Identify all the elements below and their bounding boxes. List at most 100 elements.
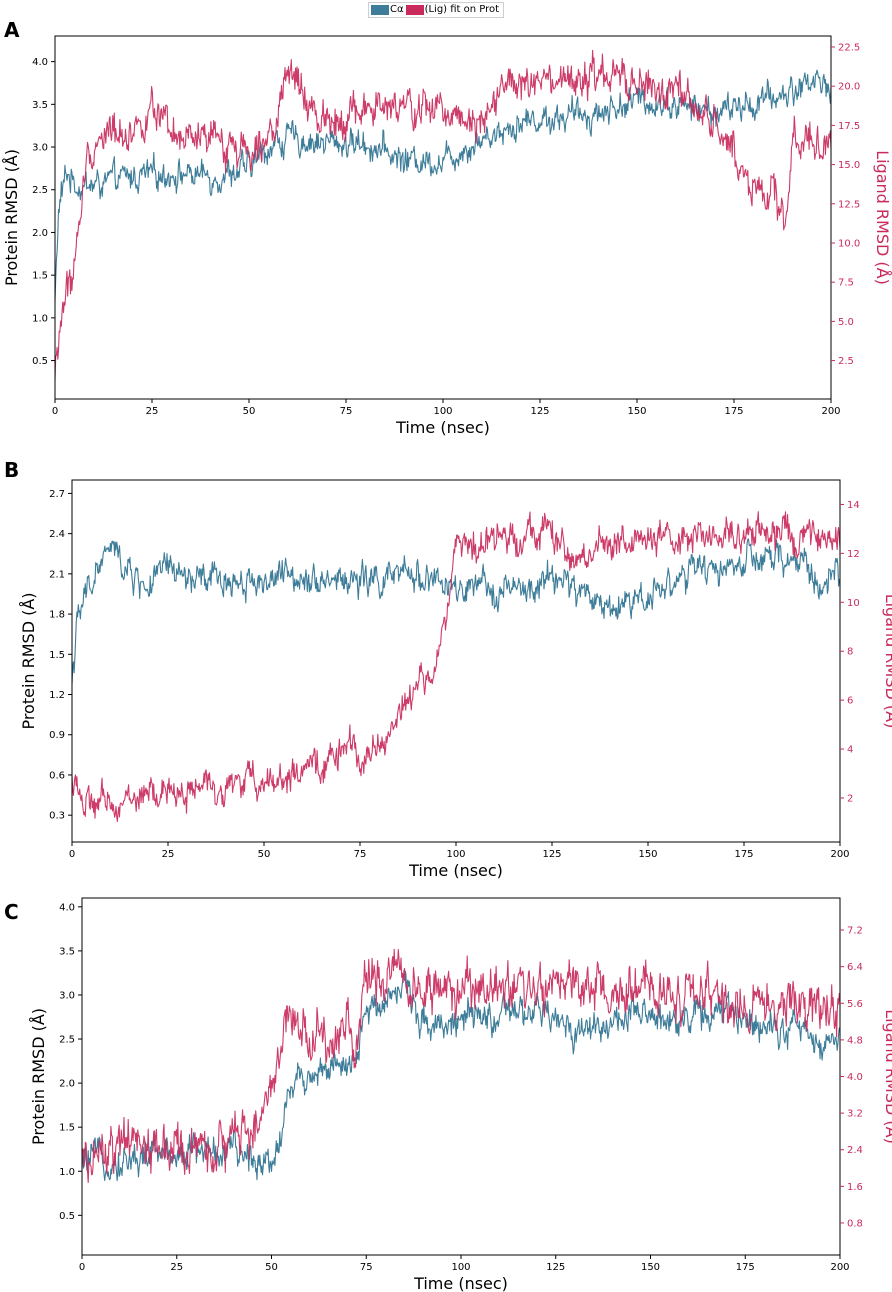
x-tick-label: 0 <box>69 849 75 860</box>
y-right-tick-label: 5.6 <box>847 999 863 1010</box>
y-left-tick-label: 1.5 <box>49 650 65 661</box>
panel-c: 0 25 50 75 100 125 150 175 200 0.5 1.0 1.5 2.0 2.5 3.0… <box>29 897 892 1292</box>
y-left-tick-label: 1.8 <box>49 610 65 621</box>
x-tick-label: 50 <box>243 406 256 417</box>
x-tick-label: 125 <box>542 849 561 860</box>
x-tick-label: 200 <box>821 406 840 417</box>
y-left-tick-label: 0.5 <box>59 1211 75 1222</box>
y-right-tick-label: 4.0 <box>847 1072 863 1083</box>
y-right-tick-label: 15.0 <box>838 160 860 171</box>
x-tick-label: 175 <box>734 849 753 860</box>
x-tick-label: 175 <box>736 1262 755 1273</box>
y-left-tick-label: 1.2 <box>49 690 65 701</box>
y-left-tick-label: 0.6 <box>49 770 65 781</box>
x-axis-label: Time (nsec) <box>408 861 503 880</box>
y-right-tick-label: 1.6 <box>847 1182 863 1193</box>
x-tick-label: 25 <box>170 1262 183 1273</box>
series-ligand <box>82 948 840 1184</box>
x-axis-label: Time (nsec) <box>413 1274 508 1292</box>
x-tick-label: 0 <box>52 406 58 417</box>
y-right-tick-label: 5.0 <box>838 317 854 328</box>
x-tick-label: 25 <box>146 406 159 417</box>
x-tick-label: 25 <box>162 849 175 860</box>
y-left-tick-label: 1.5 <box>32 271 48 282</box>
plot-frame <box>54 35 832 400</box>
y-right-tick-label: 6.4 <box>847 962 863 973</box>
y-left-tick-label: 1.5 <box>59 1123 75 1134</box>
x-tick-label: 75 <box>340 406 353 417</box>
y-right-tick-label: 4.8 <box>847 1035 863 1046</box>
y-right-axis-label: Ligand RMSD (Å) <box>882 594 892 729</box>
y-right-axis-label: Ligand RMSD (Å) <box>873 150 892 285</box>
y-left-tick-label: 3.0 <box>32 143 48 154</box>
panel-b: 0 25 50 75 100 125 150 175 200 0.3 0.6 0.9 1.2 1.5 1.8… <box>19 479 892 880</box>
y-left-tick-label: 0.3 <box>49 811 65 822</box>
x-tick-label: 150 <box>627 406 646 417</box>
x-tick-label: 75 <box>354 849 367 860</box>
y-right-tick-label: 2.5 <box>838 356 854 367</box>
panel-letter-b: B <box>4 458 20 482</box>
y-left-tick-label: 1.0 <box>32 313 48 324</box>
y-left-axis-label: Protein RMSD (Å) <box>19 592 38 729</box>
x-axis-label: Time (nsec) <box>395 418 490 437</box>
y-right-tick-label: 2.4 <box>847 1145 863 1156</box>
y-right-tick-label: 12.5 <box>838 199 860 210</box>
y-right-tick-label: 4 <box>847 745 853 756</box>
x-tick-label: 50 <box>258 849 271 860</box>
x-tick-label: 100 <box>433 406 452 417</box>
y-left-tick-label: 4.0 <box>32 57 48 68</box>
y-right-tick-label: 7.5 <box>838 278 854 289</box>
legend-label-ligand: (Lig) fit on Prot <box>424 4 500 15</box>
y-right-tick-label: 20.0 <box>838 82 860 93</box>
y-left-axis-label: Protein RMSD (Å) <box>2 149 21 286</box>
panel-a: 0 25 50 75 100 125 150 175 200 0.5 1.0 1.5 2.0 2.5 3.0… <box>2 35 892 437</box>
legend-label-protein: Cα <box>390 4 404 15</box>
panel-letter-a: A <box>4 18 20 42</box>
y-right-tick-label: 3.2 <box>847 1109 863 1120</box>
x-tick-label: 200 <box>830 1262 849 1273</box>
x-tick-label: 0 <box>79 1262 85 1273</box>
y-right-tick-label: 6 <box>847 696 853 707</box>
plot-frame <box>81 897 841 1256</box>
x-tick-label: 75 <box>360 1262 373 1273</box>
x-tick-label: 175 <box>724 406 743 417</box>
y-right-tick-label: 10.0 <box>838 238 860 249</box>
y-left-tick-label: 2.4 <box>49 529 65 540</box>
y-left-tick-label: 1.0 <box>59 1167 75 1178</box>
y-right-tick-label: 17.5 <box>838 121 860 132</box>
series-ligand <box>72 511 840 823</box>
x-tick-label: 50 <box>265 1262 278 1273</box>
x-tick-label: 200 <box>830 849 849 860</box>
x-tick-label: 100 <box>446 849 465 860</box>
y-left-tick-label: 2.0 <box>32 228 48 239</box>
x-tick-label: 150 <box>638 849 657 860</box>
series-protein <box>72 538 840 685</box>
y-left-tick-label: 3.5 <box>59 946 75 957</box>
y-left-tick-label: 2.5 <box>59 1035 75 1046</box>
y-left-tick-label: 0.9 <box>49 730 65 741</box>
y-left-tick-label: 4.0 <box>59 902 75 913</box>
y-right-tick-label: 8 <box>847 647 853 658</box>
y-right-tick-label: 0.8 <box>847 1218 863 1229</box>
series-protein <box>82 970 840 1182</box>
legend: Cα (Lig) fit on Prot <box>368 2 505 18</box>
y-left-tick-label: 2.7 <box>49 489 65 500</box>
x-tick-label: 125 <box>530 406 549 417</box>
y-right-tick-label: 14 <box>847 500 860 511</box>
y-left-axis-label: Protein RMSD (Å) <box>29 1008 48 1145</box>
series-protein <box>55 69 831 302</box>
legend-swatch-ligand <box>405 5 424 15</box>
y-right-axis-label: Ligand RMSD (Å) <box>882 1009 892 1144</box>
x-tick-label: 100 <box>451 1262 470 1273</box>
x-tick-label: 150 <box>641 1262 660 1273</box>
y-left-tick-label: 3.5 <box>32 100 48 111</box>
y-right-tick-label: 22.5 <box>838 42 860 53</box>
y-left-tick-label: 0.5 <box>32 356 48 367</box>
y-right-tick-label: 2 <box>847 793 853 804</box>
legend-swatch-protein <box>371 5 389 15</box>
series-ligand <box>55 49 831 381</box>
y-right-tick-label: 12 <box>847 549 860 560</box>
x-tick-label: 125 <box>546 1262 565 1273</box>
y-right-tick-label: 10 <box>847 598 860 609</box>
